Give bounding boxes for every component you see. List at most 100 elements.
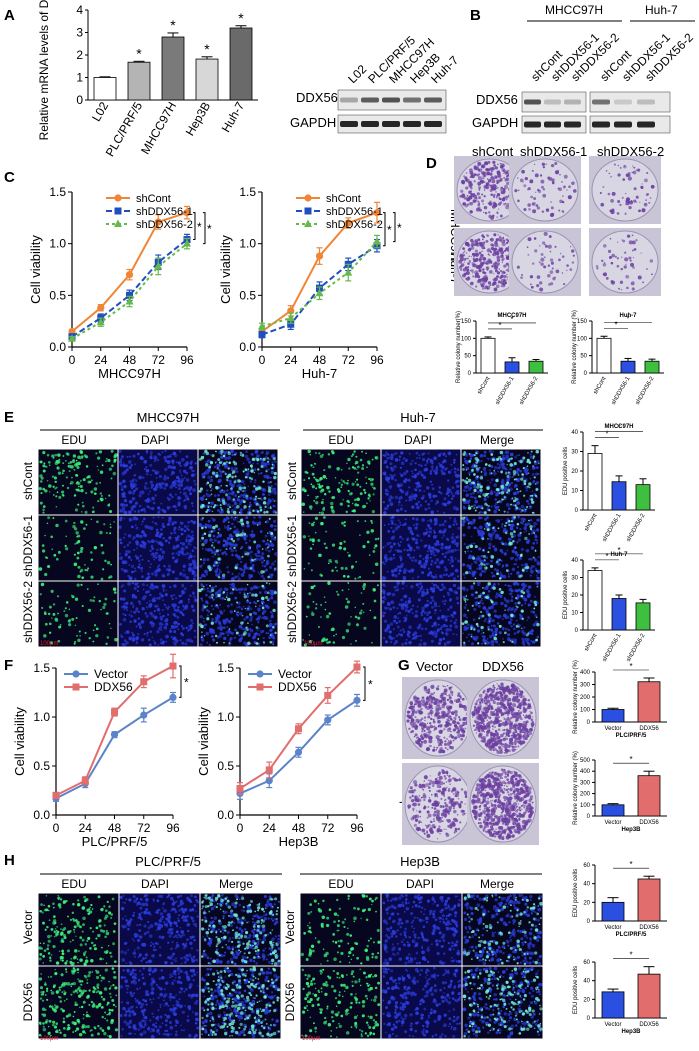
colony-dish bbox=[591, 158, 659, 222]
colony bbox=[511, 748, 516, 752]
colony bbox=[414, 818, 418, 822]
nucleus-dapi bbox=[268, 565, 273, 569]
colony bbox=[494, 726, 496, 728]
nucleus-dapi bbox=[187, 520, 190, 524]
colony bbox=[498, 820, 500, 823]
nucleus-edu bbox=[269, 634, 272, 636]
nucleus-dapi bbox=[183, 498, 187, 502]
colony bbox=[479, 804, 482, 807]
nucleus-dapi bbox=[245, 541, 248, 545]
nucleus-edu bbox=[221, 489, 224, 491]
colony bbox=[531, 716, 534, 718]
nucleus-edu bbox=[42, 469, 46, 473]
nucleus-dapi bbox=[182, 569, 185, 572]
nucleus-edu bbox=[81, 576, 84, 579]
nucleus-dapi bbox=[234, 575, 238, 579]
nucleus-dapi bbox=[164, 539, 168, 543]
nucleus-dapi bbox=[250, 561, 252, 564]
colony bbox=[502, 729, 504, 731]
nucleus-dapi bbox=[119, 516, 123, 520]
colony bbox=[490, 194, 493, 196]
nucleus-dapi bbox=[229, 592, 232, 595]
nucleus-dapi bbox=[119, 556, 123, 561]
colony bbox=[524, 708, 528, 712]
nucleus-edu bbox=[44, 622, 48, 626]
nucleus-edu bbox=[73, 468, 76, 471]
nucleus-dapi bbox=[130, 614, 133, 618]
colony bbox=[481, 193, 484, 196]
colony bbox=[595, 264, 599, 268]
colony bbox=[495, 816, 499, 819]
colony bbox=[469, 201, 474, 206]
nucleus-edu bbox=[222, 501, 226, 505]
nucleus-dapi bbox=[189, 539, 192, 541]
colony bbox=[489, 712, 494, 716]
nucleus-dapi bbox=[140, 508, 144, 512]
nucleus-edu bbox=[234, 516, 237, 519]
colony bbox=[516, 780, 519, 783]
nucleus-dapi bbox=[125, 605, 128, 609]
nucleus-edu bbox=[206, 481, 210, 485]
colony bbox=[427, 799, 432, 803]
nucleus-dapi bbox=[133, 536, 136, 540]
colony bbox=[519, 707, 522, 709]
colony bbox=[414, 798, 418, 802]
nucleus-dapi bbox=[166, 496, 169, 499]
nucleus-dapi bbox=[235, 588, 238, 592]
colony bbox=[444, 801, 447, 805]
nucleus-dapi bbox=[265, 568, 268, 572]
nucleus-dapi bbox=[194, 482, 197, 486]
colony bbox=[496, 687, 499, 690]
colony bbox=[526, 246, 529, 249]
nucleus-edu bbox=[262, 457, 266, 461]
nucleus-edu bbox=[81, 604, 84, 608]
nucleus-dapi bbox=[189, 492, 193, 496]
nucleus-edu bbox=[254, 605, 257, 608]
nucleus-dapi bbox=[232, 586, 235, 589]
colony bbox=[454, 827, 458, 831]
nucleus-dapi bbox=[202, 452, 206, 455]
nucleus-edu bbox=[328, 490, 331, 493]
nucleus-dapi bbox=[210, 604, 213, 607]
colony-panel-g: Vector DDX56 PLC/PRF/5 Hep3B bbox=[399, 659, 539, 845]
colony bbox=[490, 692, 493, 695]
colony bbox=[430, 700, 434, 704]
nucleus-edu bbox=[215, 549, 220, 553]
colony bbox=[444, 743, 447, 746]
nucleus-dapi bbox=[149, 593, 152, 597]
nucleus-dapi bbox=[212, 555, 215, 558]
colony bbox=[441, 787, 446, 792]
colony bbox=[513, 770, 516, 773]
nucleus-edu bbox=[262, 480, 265, 483]
nucleus-edu bbox=[234, 566, 238, 570]
nucleus-dapi bbox=[127, 555, 131, 559]
colony bbox=[509, 806, 512, 809]
colony bbox=[486, 287, 489, 290]
colony bbox=[495, 284, 500, 289]
nucleus-edu bbox=[62, 469, 65, 473]
colony bbox=[475, 285, 478, 288]
nucleus-dapi bbox=[162, 525, 166, 529]
colony bbox=[479, 798, 481, 800]
colony bbox=[473, 709, 478, 713]
nucleus-dapi bbox=[160, 618, 163, 621]
nucleus-edu bbox=[203, 476, 205, 478]
nucleus-dapi bbox=[122, 509, 126, 513]
edu-e-col-label: EDU bbox=[61, 433, 86, 447]
colony bbox=[504, 179, 507, 182]
nucleus-dapi bbox=[151, 469, 155, 472]
colony bbox=[519, 809, 522, 812]
colony bbox=[478, 783, 482, 786]
colony bbox=[531, 725, 534, 728]
nucleus-edu bbox=[75, 541, 79, 545]
colony bbox=[481, 777, 485, 781]
nucleus-dapi bbox=[180, 632, 183, 635]
colony bbox=[530, 283, 532, 286]
colony bbox=[454, 794, 458, 798]
colony bbox=[411, 705, 414, 708]
colony bbox=[523, 208, 527, 212]
nucleus-dapi bbox=[163, 625, 168, 630]
colony bbox=[493, 202, 497, 205]
nucleus-dapi bbox=[155, 534, 159, 537]
